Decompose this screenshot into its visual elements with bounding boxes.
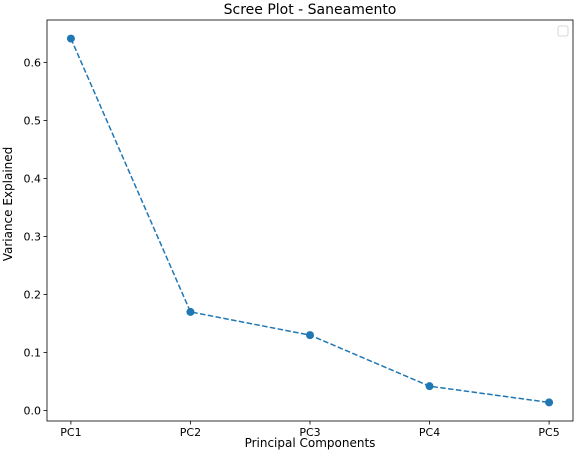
y-tick-label: 0.1 <box>24 347 42 360</box>
x-axis-label: Principal Components <box>245 436 376 450</box>
data-point-pc1 <box>66 34 75 43</box>
y-tick-label: 0.2 <box>24 288 42 301</box>
x-tick-label: PC1 <box>60 426 81 439</box>
y-tick-label: 0.4 <box>24 172 42 185</box>
plot-area: 0.0 0.1 0.2 0.3 0.4 0.5 0.6 PC1 PC2 PC3 PC4 PC5 <box>24 19 574 439</box>
y-tick-label: 0.0 <box>24 405 42 418</box>
x-tick-label: PC2 <box>180 426 201 439</box>
y-axis-label: Variance Explained <box>1 147 15 262</box>
x-tick-label: PC5 <box>538 426 559 439</box>
legend-box <box>557 25 569 37</box>
data-point-pc2 <box>186 307 195 316</box>
y-tick-label: 0.5 <box>24 114 42 127</box>
chart-title: Scree Plot - Saneamento <box>224 2 397 18</box>
x-tick-label: PC3 <box>299 426 320 439</box>
data-point-pc3 <box>306 331 314 340</box>
y-tick-label: 0.6 <box>24 56 42 69</box>
x-tick-label: PC4 <box>419 426 440 439</box>
data-point-pc5 <box>545 398 554 407</box>
data-point-pc4 <box>425 382 434 391</box>
y-tick-label: 0.3 <box>24 230 42 243</box>
